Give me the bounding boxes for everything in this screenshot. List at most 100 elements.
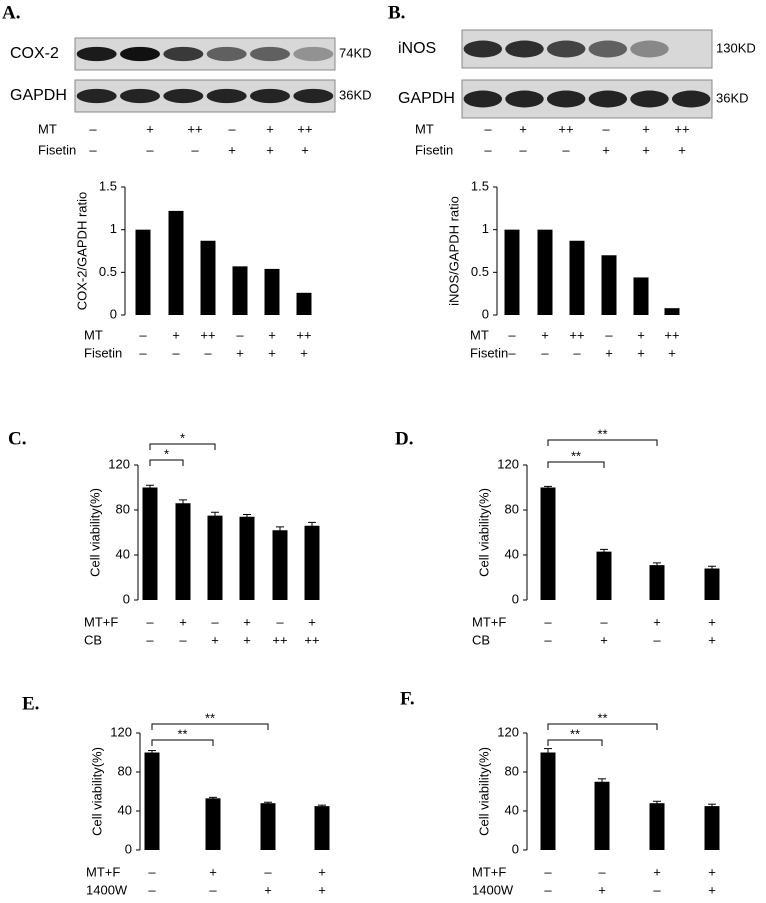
y-tick-label: 0 bbox=[110, 306, 117, 321]
row-mark: + bbox=[211, 632, 219, 647]
row-mark: + bbox=[642, 121, 650, 136]
significance-label: ** bbox=[205, 710, 215, 725]
blot-band bbox=[463, 40, 503, 58]
row-mark: – bbox=[191, 142, 199, 157]
row-mark: ++ bbox=[304, 632, 319, 647]
row-mark: + bbox=[708, 632, 716, 647]
blot-image bbox=[461, 79, 713, 119]
significance-label: ** bbox=[597, 710, 607, 725]
row-mark: ++ bbox=[664, 327, 679, 342]
row-mark: + bbox=[236, 345, 244, 360]
row-mark: + bbox=[708, 614, 716, 629]
blot-band bbox=[76, 46, 117, 62]
significance-label: ** bbox=[570, 726, 580, 741]
row-mark: ++ bbox=[296, 327, 311, 342]
y-tick-label: 0.5 bbox=[99, 264, 117, 279]
significance-label: * bbox=[180, 430, 185, 445]
blot-band bbox=[120, 46, 160, 62]
row-mark: – bbox=[605, 327, 613, 342]
row-mark: + bbox=[642, 142, 650, 157]
y-tick-label: 1 bbox=[110, 221, 117, 236]
y-tick-label: 120 bbox=[108, 456, 130, 471]
y-tick-label: 0.5 bbox=[471, 264, 489, 279]
blot-band bbox=[546, 40, 586, 58]
row-mark: + bbox=[653, 864, 661, 879]
row-mark: + bbox=[708, 882, 716, 897]
blot-size: 74KD bbox=[339, 45, 372, 60]
row-mark: + bbox=[179, 614, 187, 629]
row-mark: + bbox=[318, 864, 326, 879]
panel: 0 40 80 120 Cell viability(%) MT+F – + – + – + CB – – +… bbox=[8, 428, 320, 647]
y-axis-label: Cell viability(%) bbox=[89, 747, 104, 836]
panel: 0 40 80 120 Cell viability(%) MT+F – – + +1400W – +… bbox=[400, 688, 720, 897]
bar bbox=[540, 752, 556, 850]
panel-label: A. bbox=[2, 2, 20, 23]
y-axis-label: Cell viability(%) bbox=[476, 747, 491, 836]
bar bbox=[205, 798, 221, 850]
row-mark: + bbox=[708, 864, 716, 879]
y-tick-label: 120 bbox=[497, 456, 519, 471]
bar bbox=[239, 516, 255, 600]
bar bbox=[304, 525, 320, 600]
bar bbox=[649, 803, 665, 850]
significance-label: ** bbox=[597, 426, 607, 441]
row-mark: – bbox=[598, 864, 606, 879]
significance-bracket bbox=[149, 459, 184, 466]
row-mark: + bbox=[268, 327, 276, 342]
y-tick-label: 1.5 bbox=[99, 178, 117, 193]
row-mark: + bbox=[300, 345, 308, 360]
significance-bracket bbox=[547, 739, 603, 746]
row-mark: – bbox=[484, 142, 492, 157]
row-label: MT+F bbox=[84, 614, 118, 629]
significance-label: ** bbox=[177, 726, 187, 741]
blot-band bbox=[505, 90, 544, 108]
row-mark: – bbox=[211, 614, 219, 629]
y-axis-label: COX-2/GAPDH ratio bbox=[74, 192, 89, 310]
row-mark: + bbox=[266, 121, 274, 136]
bar bbox=[142, 487, 158, 600]
row-mark: + bbox=[228, 142, 236, 157]
panel-label: D. bbox=[395, 428, 413, 449]
panel-label: B. bbox=[388, 2, 405, 23]
y-tick-label: 40 bbox=[505, 546, 519, 561]
bar bbox=[596, 551, 612, 600]
panel: 0 40 80 120 Cell viability(%) MT+F – + – +1400W – –… bbox=[22, 693, 330, 897]
row-mark: + bbox=[637, 327, 645, 342]
row-mark: – bbox=[562, 142, 570, 157]
row-mark: + bbox=[209, 864, 217, 879]
bar bbox=[540, 487, 556, 600]
row-mark: – bbox=[139, 327, 147, 342]
row-mark: – bbox=[148, 882, 156, 897]
row-mark: – bbox=[146, 614, 154, 629]
row-label: 1400W bbox=[472, 882, 514, 897]
bar bbox=[537, 229, 553, 315]
row-mark: + bbox=[172, 327, 180, 342]
row-mark: – bbox=[544, 864, 552, 879]
y-tick-label: 80 bbox=[116, 501, 130, 516]
blot-band bbox=[250, 88, 290, 104]
row-label: MT bbox=[84, 327, 103, 342]
row-mark: + bbox=[268, 345, 276, 360]
y-tick-label: 0 bbox=[125, 841, 132, 856]
row-mark: + bbox=[318, 882, 326, 897]
row-mark: – bbox=[508, 327, 516, 342]
row-mark: – bbox=[236, 327, 244, 342]
row-label: MT+F bbox=[472, 864, 506, 879]
blot-band bbox=[206, 88, 247, 104]
panel-label: E. bbox=[22, 693, 39, 714]
row-mark: + bbox=[266, 142, 274, 157]
significance-label: * bbox=[164, 446, 169, 461]
blot-band bbox=[546, 90, 586, 108]
row-label: MT bbox=[38, 121, 57, 136]
bar bbox=[175, 503, 191, 600]
bar bbox=[314, 806, 330, 850]
y-axis-label: Cell viability(%) bbox=[476, 488, 491, 577]
bar bbox=[649, 565, 665, 600]
bar bbox=[135, 229, 151, 315]
row-mark: – bbox=[204, 345, 212, 360]
bar bbox=[504, 229, 520, 315]
bar bbox=[601, 255, 617, 315]
blot-image bbox=[74, 37, 336, 71]
